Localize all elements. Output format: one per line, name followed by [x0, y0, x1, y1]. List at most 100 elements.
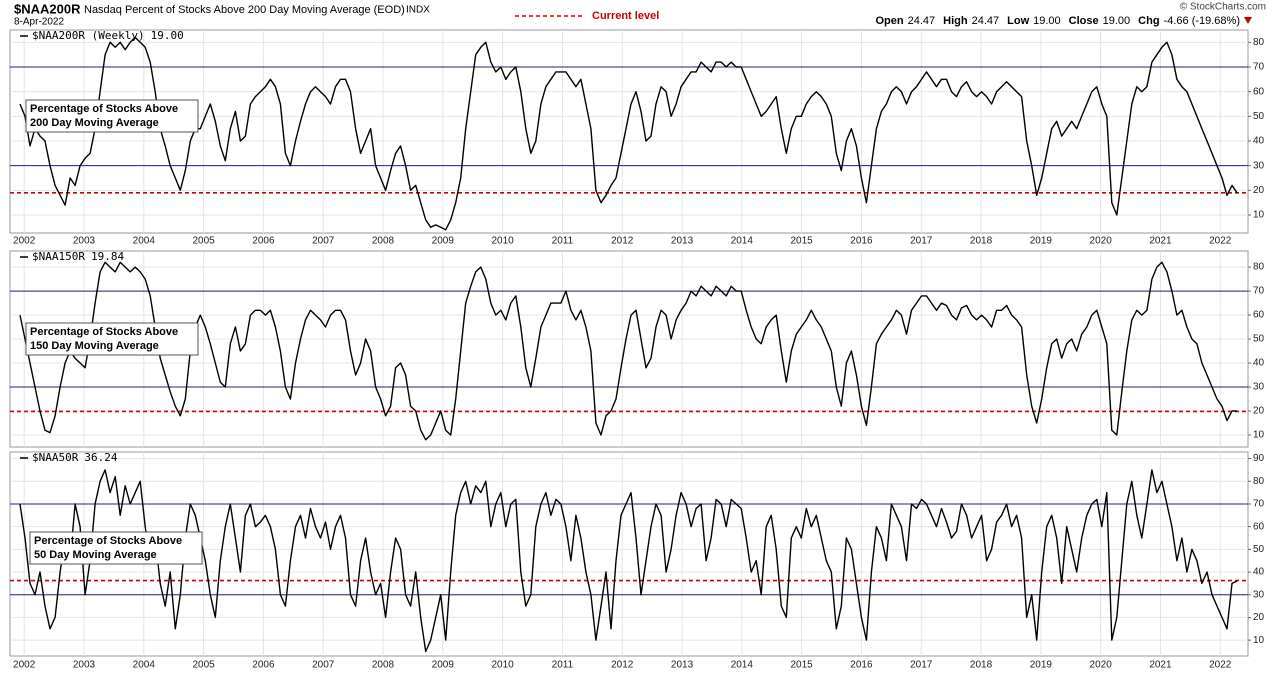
x-tick-label: 2019	[1030, 660, 1053, 671]
x-tick-label: 2005	[192, 236, 215, 247]
quote-label: Chg	[1138, 15, 1159, 27]
x-tick-label: 2022	[1209, 660, 1232, 671]
x-tick-label: 2013	[671, 236, 694, 247]
x-tick-label: 2011	[552, 660, 574, 671]
x-tick-label: 2006	[252, 660, 275, 671]
quote-value: -4.66 (-19.68%)	[1164, 15, 1240, 27]
legend-label: Current level	[592, 10, 659, 22]
series-line	[19, 261, 1237, 441]
x-tick-label: 2012	[611, 660, 634, 671]
x-tick-label: 2016	[850, 236, 873, 247]
x-tick-label: 2018	[970, 660, 993, 671]
x-tick-label: 2021	[1149, 236, 1172, 247]
x-tick-label: 2015	[791, 236, 814, 247]
panel-frame	[9, 451, 1249, 657]
x-tick-label: 2009	[432, 236, 455, 247]
annotation-text: Percentage of Stocks Above	[30, 103, 178, 115]
y-tick-label: 60	[1253, 86, 1265, 97]
x-tick-label: 2022	[1209, 236, 1232, 247]
panel-frame	[9, 29, 1249, 234]
quote-value: 24.47	[908, 15, 936, 27]
y-tick-label: 70	[1253, 499, 1265, 510]
x-tick-label: 2005	[192, 660, 215, 671]
x-tick-label: 2008	[372, 660, 395, 671]
y-tick-label: 10	[1253, 635, 1265, 646]
x-tick-label: 2017	[910, 660, 933, 671]
y-tick-label: 30	[1253, 589, 1265, 600]
panel-label: $NAA200R (Weekly) 19.00	[32, 29, 184, 42]
x-tick-label: 2009	[432, 660, 455, 671]
x-tick-label: 2011	[552, 236, 574, 247]
y-tick-label: 70	[1253, 286, 1265, 297]
y-tick-label: 40	[1253, 567, 1265, 578]
exchange: INDX	[406, 5, 430, 16]
series-line	[19, 469, 1238, 653]
quote-label: Low	[1007, 15, 1029, 27]
description: Nasdaq Percent of Stocks Above 200 Day M…	[84, 4, 405, 16]
y-tick-label: 60	[1253, 521, 1265, 532]
y-tick-label: 80	[1253, 37, 1265, 48]
x-tick-label: 2010	[491, 236, 514, 247]
x-tick-label: 2019	[1030, 236, 1053, 247]
current-value: 36.24	[84, 451, 117, 464]
panel-label: $NAA150R 19.84	[32, 250, 124, 263]
current-value: 19.00	[151, 29, 184, 42]
series-line	[19, 36, 1238, 231]
x-tick-label: 2015	[791, 660, 814, 671]
x-tick-label: 2017	[910, 236, 933, 247]
annotation-text: 200 Day Moving Average	[30, 117, 159, 129]
quote-value: 19.00	[1033, 15, 1061, 27]
panel-frame	[9, 250, 1249, 448]
x-tick-label: 2016	[850, 660, 873, 671]
y-tick-label: 10	[1253, 430, 1265, 441]
y-tick-label: 90	[1253, 453, 1265, 464]
y-tick-label: 30	[1253, 382, 1265, 393]
quote-label: Close	[1069, 15, 1099, 27]
quote-label: Open	[876, 15, 904, 27]
x-tick-label: 2020	[1090, 660, 1113, 671]
x-tick-label: 2013	[671, 660, 694, 671]
x-tick-label: 2006	[252, 236, 275, 247]
y-tick-label: 50	[1253, 111, 1265, 122]
x-tick-label: 2003	[73, 236, 96, 247]
x-tick-label: 2002	[13, 236, 36, 247]
x-tick-label: 2004	[133, 660, 156, 671]
credit: © StockCharts.com	[1180, 2, 1266, 13]
series-name: $NAA150R	[32, 250, 85, 263]
annotation-text: Percentage of Stocks Above	[30, 326, 178, 338]
x-tick-label: 2004	[133, 236, 156, 247]
annotation-box	[25, 322, 199, 356]
y-tick-label: 20	[1253, 185, 1265, 196]
x-tick-label: 2021	[1149, 660, 1172, 671]
quote-value: 19.00	[1103, 15, 1131, 27]
x-tick-label: 2018	[970, 236, 993, 247]
quote-label: High	[943, 15, 968, 27]
x-tick-label: 2014	[731, 236, 754, 247]
y-tick-label: 10	[1253, 210, 1265, 221]
annotation-box	[25, 99, 199, 133]
x-tick-label: 2010	[491, 660, 514, 671]
y-tick-label: 50	[1253, 334, 1265, 345]
y-tick-label: 50	[1253, 544, 1265, 555]
x-tick-label: 2007	[312, 236, 335, 247]
annotation-text: 50 Day Moving Average	[34, 549, 157, 561]
y-tick-label: 70	[1253, 62, 1265, 73]
x-tick-label: 2008	[372, 236, 395, 247]
down-arrow	[1244, 17, 1252, 24]
x-tick-label: 2003	[73, 660, 96, 671]
annotation-box	[29, 531, 203, 565]
x-tick-label: 2020	[1090, 236, 1113, 247]
panel-label: $NAA50R 36.24	[32, 451, 118, 464]
y-tick-label: 80	[1253, 476, 1265, 487]
y-tick-label: 30	[1253, 160, 1265, 171]
current-value: 19.84	[91, 250, 124, 263]
quote: Open 24.47 High 24.47 Low 19.00 Close 19.00 Chg -…	[876, 15, 1241, 27]
symbol: $NAA200R	[14, 1, 81, 16]
annotation-text: 150 Day Moving Average	[30, 340, 159, 352]
y-tick-label: 40	[1253, 358, 1265, 369]
annotation-text: Percentage of Stocks Above	[34, 535, 182, 547]
series-name: $NAA50R	[32, 451, 79, 464]
date: 8-Apr-2022	[14, 17, 64, 28]
y-tick-label: 80	[1253, 262, 1265, 273]
